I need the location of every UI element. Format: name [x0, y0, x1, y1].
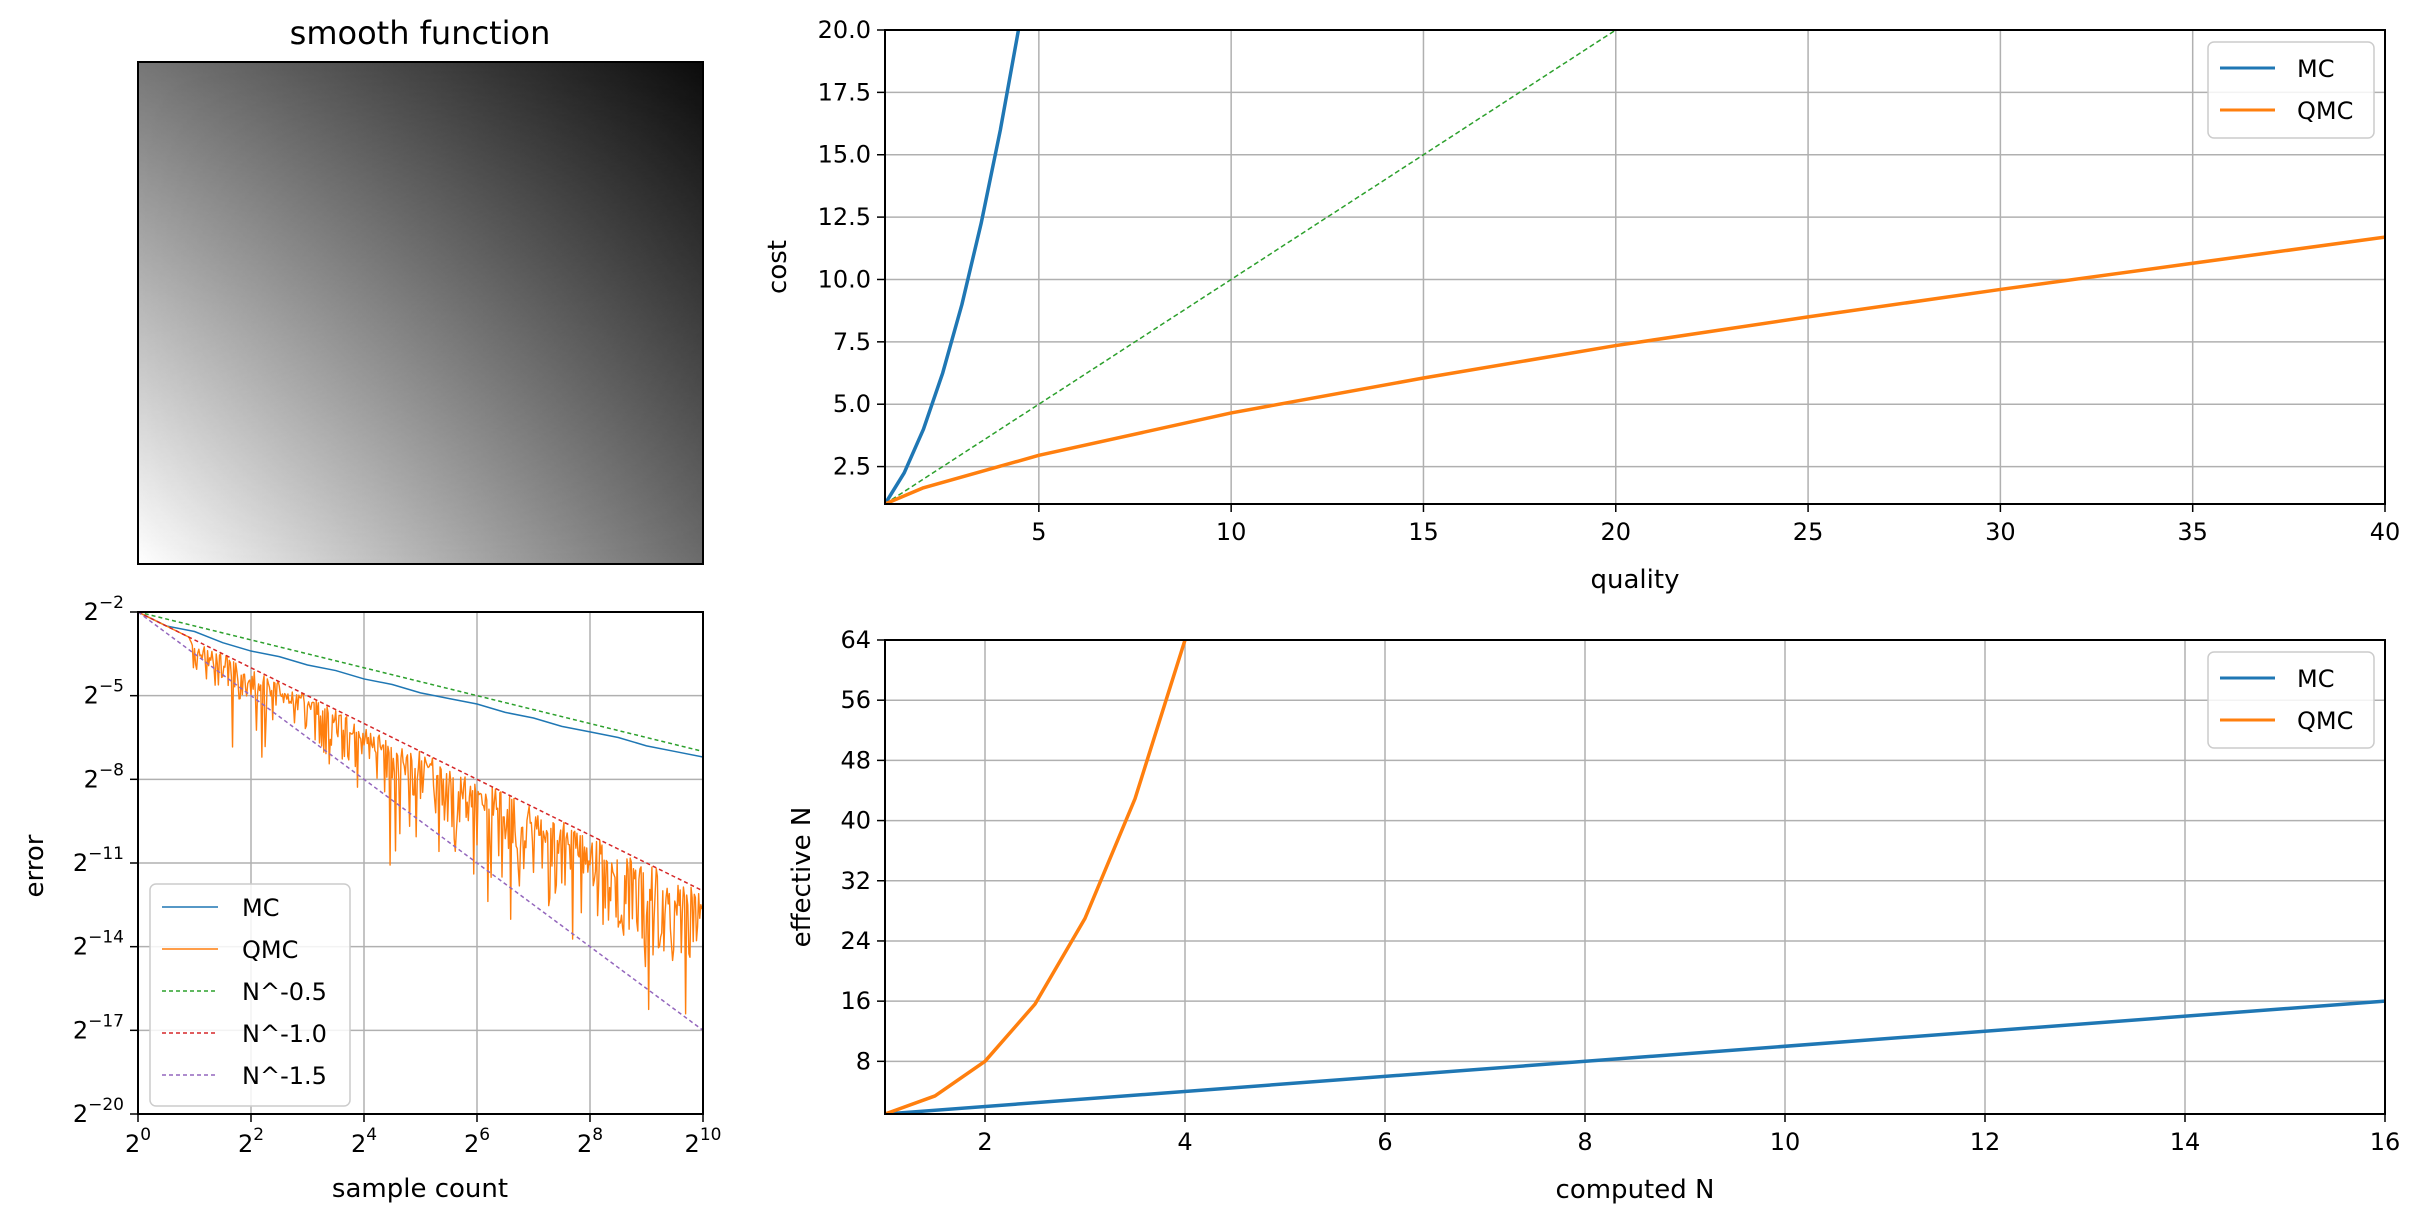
cost-ytick-label: 20.0	[818, 16, 871, 44]
cost-reference-line	[885, 30, 1617, 504]
cost-ytick-label: 17.5	[818, 78, 871, 106]
cost-legend-box	[2207, 41, 2375, 139]
cost-ytick-label: 2.5	[833, 453, 871, 481]
error-xtick-label: 20	[125, 1125, 151, 1158]
error-ytick-label: 2−5	[84, 677, 124, 710]
error-ytick-label: 2−2	[84, 593, 124, 626]
cost-xtick-label: 40	[2370, 518, 2401, 546]
effective-ytick-label: 56	[840, 686, 871, 714]
effective-xtick-label: 2	[977, 1128, 992, 1156]
effective-grid	[885, 639, 2386, 1114]
effective-xtick-label: 12	[1970, 1128, 2001, 1156]
effective-plot-area	[885, 640, 2385, 1114]
heatmap-frame	[137, 61, 704, 565]
cost-legend: MC QMC	[2207, 41, 2375, 139]
effective-ytick-label: 48	[840, 746, 871, 774]
error-ytick-label: 2−8	[84, 760, 124, 793]
cost-ytick-label: 10.0	[818, 265, 871, 293]
error-panel: 20 22 24 26 28 210 2−2 2−5 2−8 2−11 2−14 2−17 2−20 s…	[20, 593, 721, 1204]
error-legend-n05-label: N^-0.5	[242, 978, 327, 1006]
error-legend-mc-label: MC	[242, 894, 279, 922]
cost-ylabel: cost	[763, 240, 793, 294]
effective-ytick-label: 8	[856, 1047, 871, 1075]
effective-legend: MC QMC	[2207, 651, 2375, 749]
error-series-n-0-5	[138, 612, 703, 753]
effective-xtick-label: 14	[2170, 1128, 2201, 1156]
error-xtick-label: 26	[464, 1125, 490, 1158]
error-legend-n15-label: N^-1.5	[242, 1062, 327, 1090]
heatmap-title: smooth function	[290, 14, 551, 52]
effective-ylabel: effective N	[787, 807, 817, 948]
cost-ytick-label: 12.5	[818, 203, 871, 231]
error-legend-qmc-label: QMC	[242, 936, 298, 964]
effective-legend-mc-label: MC	[2297, 665, 2334, 693]
effective-xtick-label: 16	[2370, 1128, 2401, 1156]
error-ytick-label: 2−14	[73, 928, 124, 961]
error-ylabel: error	[20, 834, 50, 897]
cost-xtick-label: 5	[1031, 518, 1046, 546]
cost-xtick-label: 10	[1216, 518, 1247, 546]
effective-ytick-label: 16	[840, 987, 871, 1015]
cost-xtick-label: 25	[1793, 518, 1824, 546]
error-xlabel: sample count	[332, 1174, 508, 1204]
effective-ytick-label: 32	[840, 867, 871, 895]
cost-panel: 5 10 15 20 25 30 35 40 2.5 5.0 7.5 10.0 12.5 15.0 17.5…	[763, 16, 2400, 595]
cost-ytick-label: 7.5	[833, 328, 871, 356]
error-ytick-label: 2−17	[73, 1011, 124, 1044]
effective-xtick-label: 10	[1770, 1128, 1801, 1156]
cost-xlabel: quality	[1591, 565, 1680, 595]
effective-xlabel: computed N	[1556, 1175, 1715, 1205]
error-xtick-label: 28	[577, 1125, 603, 1158]
cost-xtick-label: 35	[2177, 518, 2208, 546]
error-series-n-1-5	[138, 612, 703, 1031]
error-xtick-label: 210	[685, 1125, 722, 1158]
error-ytick-label: 2−11	[73, 844, 124, 877]
effective-xtick-label: 4	[1177, 1128, 1192, 1156]
error-series-qmc	[138, 612, 703, 1015]
effective-ytick-label: 64	[840, 626, 871, 654]
effective-series-qmc	[885, 640, 1187, 1114]
effective-xtick-label: 6	[1377, 1128, 1392, 1156]
cost-ytick-label: 15.0	[818, 141, 871, 169]
heatmap-bottom-layer	[138, 62, 703, 564]
effective-ytick-label: 24	[840, 927, 871, 955]
error-series-n-1-0	[138, 612, 703, 892]
effective-legend-box	[2207, 651, 2375, 749]
error-legend-box	[149, 883, 351, 1107]
error-xtick-label: 24	[351, 1125, 377, 1158]
cost-grid	[885, 29, 2386, 504]
cost-xtick-label: 20	[1600, 518, 1631, 546]
cost-plot-area	[885, 30, 2385, 504]
effective-ytick-label: 40	[840, 807, 871, 835]
error-legend-n10-label: N^-1.0	[242, 1020, 327, 1048]
effective-xtick-label: 8	[1577, 1128, 1592, 1156]
cost-xtick-label: 15	[1408, 518, 1439, 546]
cost-legend-mc-label: MC	[2297, 55, 2334, 83]
error-ytick-label: 2−20	[73, 1095, 124, 1128]
cost-xtick-label: 30	[1985, 518, 2016, 546]
heatmap-panel: smooth function	[137, 14, 704, 565]
cost-frame	[884, 29, 2386, 505]
error-legend: MC QMC N^-0.5 N^-1.0 N^-1.5	[149, 883, 351, 1107]
cost-legend-qmc-label: QMC	[2297, 97, 2353, 125]
effective-legend-qmc-label: QMC	[2297, 707, 2353, 735]
error-series-mc	[138, 612, 703, 758]
cost-ytick-label: 5.0	[833, 390, 871, 418]
error-xtick-label: 22	[238, 1125, 264, 1158]
effective-frame	[884, 639, 2386, 1115]
cost-series-mc	[885, 30, 1021, 504]
effective-series-mc	[885, 999, 2385, 1114]
cost-series-qmc	[885, 235, 2385, 504]
cost-ticks: 5 10 15 20 25 30 35 40 2.5 5.0 7.5 10.0 12.5 15.0 17.5…	[818, 16, 2401, 546]
error-plot-area	[138, 612, 703, 1031]
